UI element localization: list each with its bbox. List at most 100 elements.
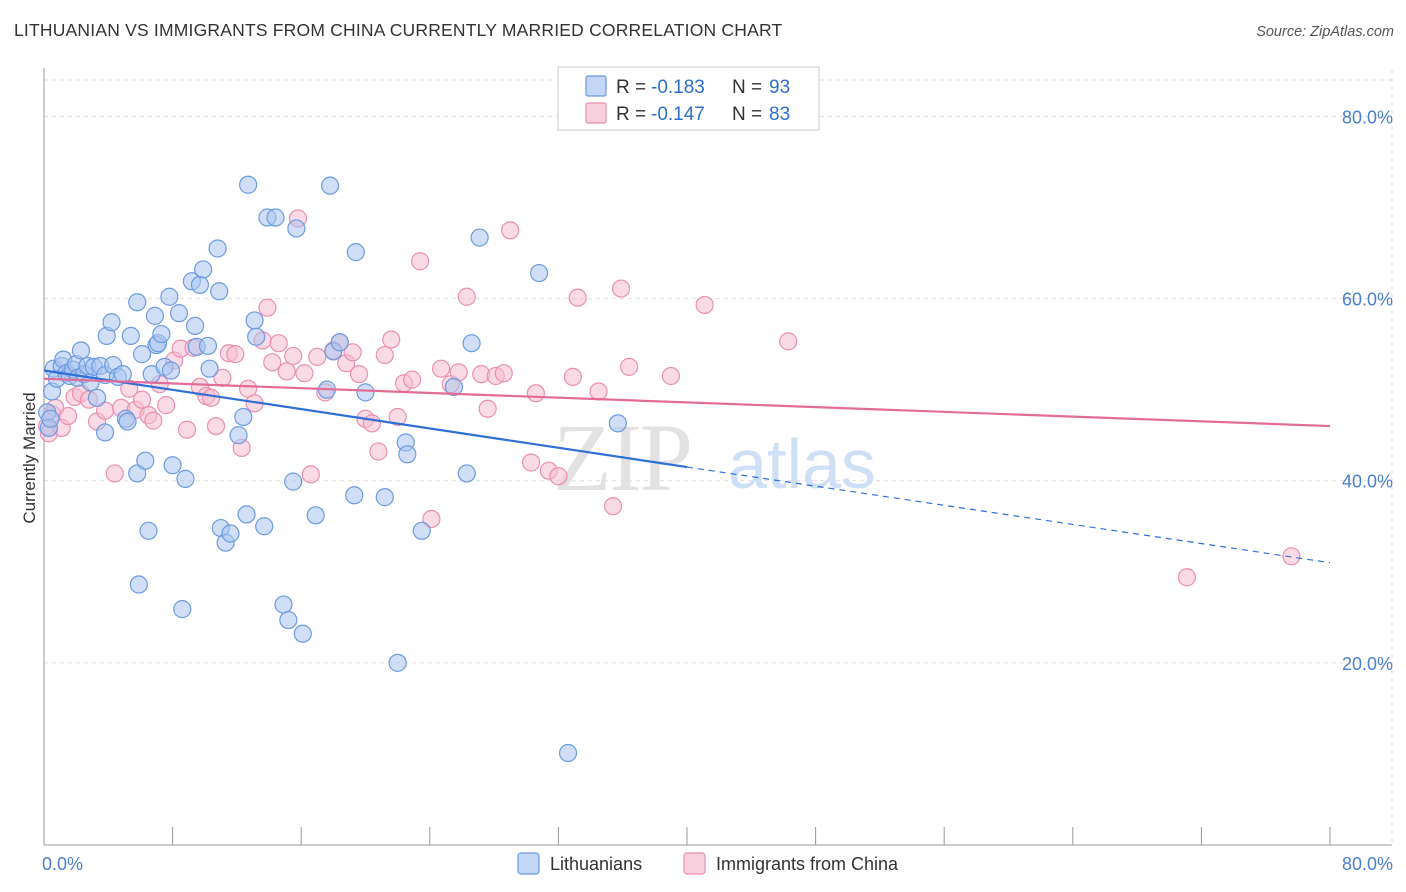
point-lithuanian (198, 336, 218, 356)
point-china (403, 370, 422, 389)
bottom-legend-swatch-lithuanians (517, 852, 540, 875)
y-tick-label: 80.0% (1342, 107, 1393, 127)
point-china (695, 295, 714, 315)
point-lithuanian (462, 334, 481, 353)
x-tick-label: 0.0% (42, 854, 83, 874)
point-china (369, 442, 388, 461)
point-lithuanian (245, 311, 264, 330)
point-china (144, 411, 163, 430)
point-lithuanian (287, 219, 306, 238)
point-china (59, 406, 78, 426)
point-china (258, 298, 277, 317)
watermark: ZIP atlas (553, 404, 876, 511)
point-lithuanian (284, 472, 303, 491)
point-china (349, 365, 369, 384)
point-china (382, 330, 401, 349)
point-lithuanian (136, 451, 155, 470)
point-china (422, 509, 441, 529)
point-lithuanian (102, 313, 121, 332)
point-lithuanian (145, 306, 165, 325)
trend-lines (43, 369, 1331, 564)
point-china (779, 332, 798, 351)
point-lithuanian (412, 521, 431, 540)
point-china (1282, 547, 1301, 566)
point-china (388, 407, 407, 427)
point-china (661, 366, 681, 386)
point-lithuanian (210, 282, 229, 301)
point-china (105, 464, 124, 483)
point-lithuanian (129, 575, 148, 594)
point-lithuanian (176, 469, 195, 488)
point-lithuanian (169, 304, 189, 323)
point-lithuanian (330, 333, 349, 352)
point-china (526, 384, 545, 403)
point-lithuanian (470, 228, 489, 247)
grid-lines (44, 70, 1393, 845)
point-china (202, 388, 221, 407)
chart-title: LITHUANIAN VS IMMIGRANTS FROM CHINA CURR… (14, 20, 783, 40)
point-china (411, 252, 430, 271)
watermark-atlas: atlas (728, 425, 876, 503)
point-china (620, 357, 639, 376)
point-china (226, 345, 245, 364)
point-lithuanian (321, 176, 340, 195)
point-lithuanian (118, 412, 137, 431)
point-china (308, 347, 327, 366)
point-lithuanian (95, 423, 115, 442)
point-lithuanian (221, 524, 240, 543)
point-lithuanian (375, 488, 394, 507)
point-china (589, 382, 608, 401)
point-lithuanian (229, 426, 248, 445)
point-lithuanian (200, 359, 219, 378)
point-china (478, 399, 497, 418)
bottom-legend-swatch-china (683, 852, 706, 875)
point-china (603, 497, 623, 516)
point-lithuanian (190, 275, 210, 295)
point-lithuanian (161, 361, 181, 380)
point-lithuanian (237, 505, 256, 524)
trend-line-lithuanians (43, 369, 688, 469)
y-tick-label: 40.0% (1342, 472, 1393, 492)
point-lithuanian (255, 517, 274, 536)
point-lithuanian (293, 624, 312, 643)
point-lithuanian (139, 521, 158, 540)
point-china (157, 396, 176, 415)
point-lithuanian (163, 456, 182, 475)
y-tick-label: 20.0% (1342, 654, 1393, 674)
point-china (295, 364, 314, 383)
trend-line-lithuanians-dashed (686, 466, 1331, 564)
point-china (375, 345, 394, 365)
point-china (343, 343, 362, 362)
point-china (284, 346, 303, 366)
legend-n-value-2: 83 (769, 104, 790, 125)
point-china (263, 353, 282, 372)
point-lithuanian (152, 324, 171, 344)
series-immigrants-from-china (38, 209, 1301, 587)
legend-r-value-2: -0.147 (651, 104, 705, 125)
series-legend: Lithuanians Immigrants from China (517, 852, 899, 875)
point-china (132, 390, 152, 409)
point-china (269, 334, 288, 353)
point-lithuanian (128, 293, 147, 312)
legend-r-value-1: -0.183 (651, 77, 705, 98)
point-china (568, 288, 587, 307)
point-china (549, 467, 568, 486)
point-lithuanian (457, 464, 476, 483)
legend-r-label-1: R = (616, 77, 646, 98)
point-china (563, 367, 582, 386)
point-lithuanian (113, 365, 132, 384)
point-china (457, 287, 476, 306)
point-lithuanian (444, 377, 464, 397)
point-lithuanian (41, 409, 60, 428)
point-lithuanian (356, 383, 375, 402)
point-lithuanian (160, 287, 179, 306)
point-lithuanian (87, 388, 107, 407)
point-lithuanian (208, 239, 227, 258)
y-tick-label: 60.0% (1342, 290, 1393, 310)
point-lithuanian (279, 610, 298, 630)
point-china (277, 362, 296, 381)
point-china (611, 279, 631, 298)
legend-n-label-1: N = (732, 77, 762, 98)
point-lithuanian (194, 260, 213, 279)
legend-swatch-lithuanians (585, 75, 607, 97)
